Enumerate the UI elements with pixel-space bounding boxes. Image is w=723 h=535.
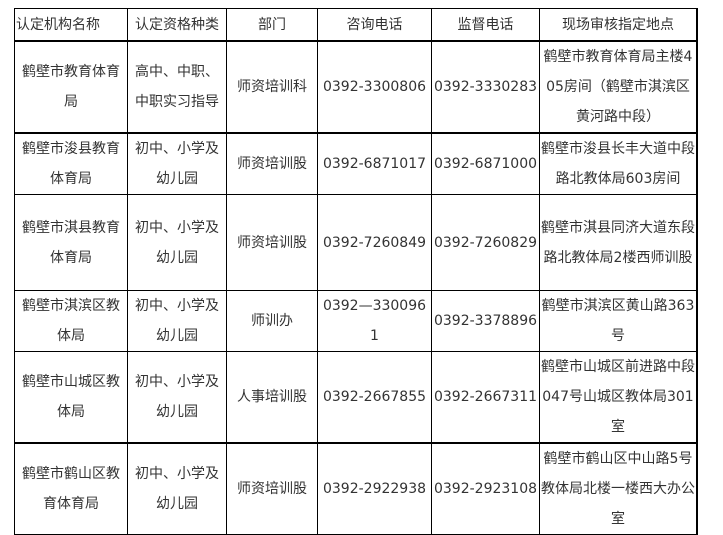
cell-supervision-phone: 0392-2923108 (431, 442, 540, 535)
cell-review-location: 鹤壁市鹤山区中山路5号教体局北楼一楼西大办公室 (539, 442, 698, 535)
cell-department: 师训办 (226, 290, 318, 352)
cell-qualification: 初中、小学及幼儿园 (127, 132, 227, 195)
certification-table: 认定机构名称 认定资格种类 部门 咨询电话 监督电话 现场审核指定地点 鹤壁市教… (14, 8, 698, 535)
cell-supervision-phone: 0392-7260829 (431, 194, 540, 291)
cell-department: 师资培训股 (226, 132, 318, 195)
table-row: 鹤壁市淇滨区教体局 初中、小学及幼儿园 师训办 0392—3300961 0392-33… (14, 290, 698, 352)
table-row: 鹤壁市教育体育局 高中、中职、中职实习指导 师资培训科 0392-3300806 039… (14, 40, 698, 134)
cell-department: 师资培训股 (226, 442, 318, 535)
cell-inquiry-phone: 0392-6871017 (317, 132, 432, 195)
table-row: 鹤壁市浚县教育体育局 初中、小学及幼儿园 师资培训股 0392-6871017 0392… (14, 132, 698, 195)
cell-department: 师资培训科 (226, 40, 318, 134)
cell-review-location: 鹤壁市浚县长丰大道中段路北教体局603房间 (539, 132, 698, 195)
cell-supervision-phone: 0392-3330283 (431, 40, 540, 134)
cell-inquiry-phone: 0392-2667855 (317, 351, 432, 444)
cell-inquiry-phone: 0392-7260849 (317, 194, 432, 291)
cell-inquiry-phone: 0392-3300806 (317, 40, 432, 134)
header-qualification: 认定资格种类 (127, 8, 227, 42)
cell-review-location: 鹤壁市淇滨区黄山路363号 (539, 290, 698, 352)
header-supervision-phone: 监督电话 (431, 8, 540, 42)
table-row: 鹤壁市山城区教体局 初中、小学及幼儿园 人事培训股 0392-2667855 0392-… (14, 351, 698, 444)
cell-qualification: 初中、小学及幼儿园 (127, 290, 227, 352)
cell-department: 人事培训股 (226, 351, 318, 444)
header-review-location: 现场审核指定地点 (539, 8, 698, 42)
cell-department: 师资培训股 (226, 194, 318, 291)
cell-review-location: 鹤壁市教育体育局主楼405房间（鹤壁市淇滨区黄河路中段） (539, 40, 698, 134)
header-institution: 认定机构名称 (14, 8, 128, 42)
cell-institution: 鹤壁市鹤山区教育体育局 (14, 442, 128, 535)
cell-supervision-phone: 0392-6871000 (431, 132, 540, 195)
cell-inquiry-phone: 0392—3300961 (317, 290, 432, 352)
table-row: 鹤壁市鹤山区教育体育局 初中、小学及幼儿园 师资培训股 0392-2922938 039… (14, 442, 698, 535)
cell-institution: 鹤壁市教育体育局 (14, 40, 128, 134)
table-row: 鹤壁市淇县教育体育局 初中、小学及幼儿园 师资培训股 0392-7260849 0392… (14, 194, 698, 291)
cell-qualification: 初中、小学及幼儿园 (127, 351, 227, 444)
cell-review-location: 鹤壁市淇县同济大道东段路北教体局2楼西师训股 (539, 194, 698, 291)
cell-qualification: 初中、小学及幼儿园 (127, 194, 227, 291)
cell-institution: 鹤壁市淇滨区教体局 (14, 290, 128, 352)
cell-review-location: 鹤壁市山城区前进路中段047号山城区教体局301室 (539, 351, 698, 444)
header-department: 部门 (226, 8, 318, 42)
cell-inquiry-phone: 0392-2922938 (317, 442, 432, 535)
cell-supervision-phone: 0392-2667311 (431, 351, 540, 444)
cell-institution: 鹤壁市淇县教育体育局 (14, 194, 128, 291)
table-header-row: 认定机构名称 认定资格种类 部门 咨询电话 监督电话 现场审核指定地点 (14, 8, 698, 42)
cell-supervision-phone: 0392-3378896 (431, 290, 540, 352)
cell-institution: 鹤壁市山城区教体局 (14, 351, 128, 444)
header-inquiry-phone: 咨询电话 (317, 8, 432, 42)
cell-qualification: 初中、小学及幼儿园 (127, 442, 227, 535)
cell-institution: 鹤壁市浚县教育体育局 (14, 132, 128, 195)
cell-qualification: 高中、中职、中职实习指导 (127, 40, 227, 134)
